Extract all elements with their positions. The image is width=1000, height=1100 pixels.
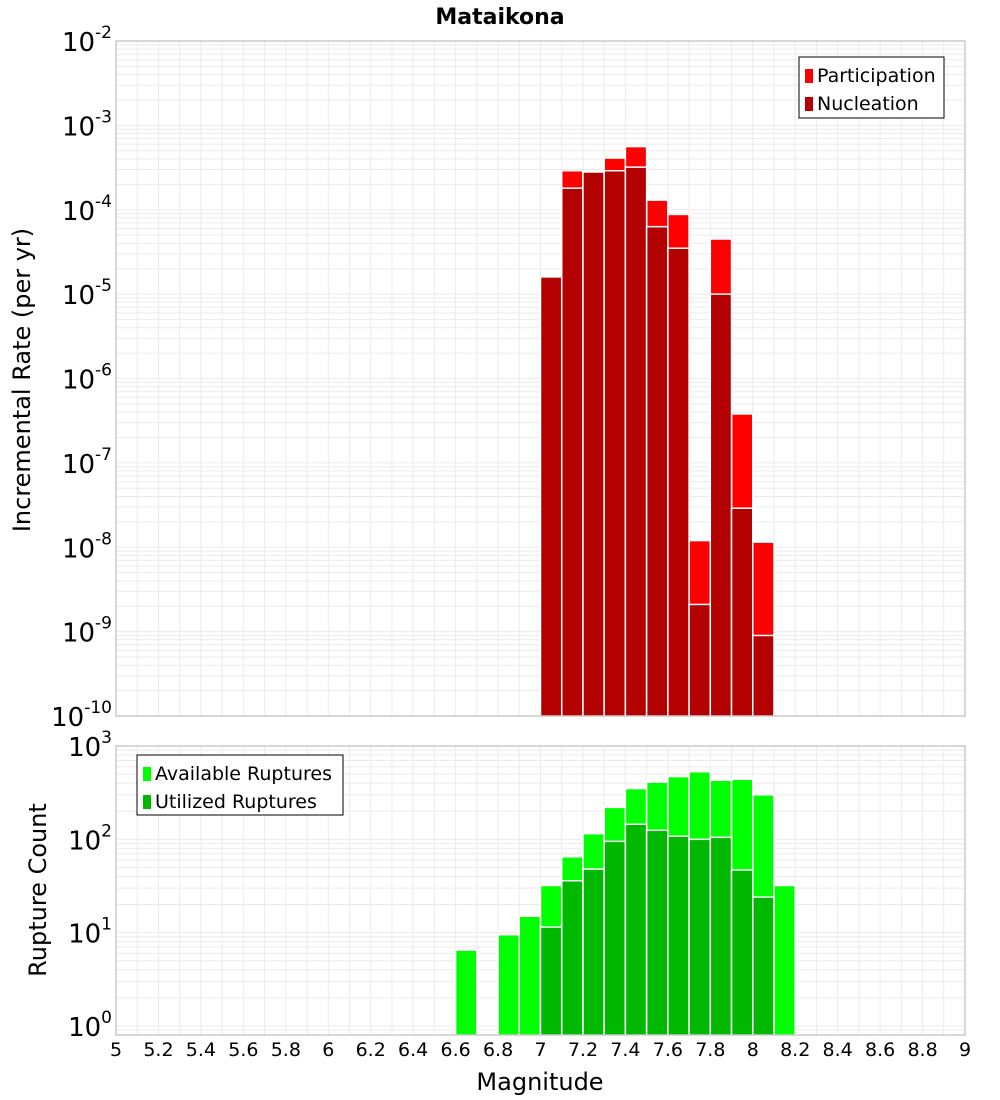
count-legend-swatch	[143, 767, 151, 781]
count-legend: Available Ruptures Utilized Ruptures	[136, 754, 344, 816]
count-x-tick-label: 9	[959, 1039, 971, 1061]
count-x-tick-label: 6.4	[398, 1039, 428, 1061]
rate-bar-nucleation	[667, 247, 690, 717]
count-frame	[115, 745, 966, 1036]
count-bar-utilized-ruptures	[582, 868, 605, 1036]
count-x-tick-label: 7	[534, 1039, 546, 1061]
rate-legend: Participation Nucleation	[798, 56, 945, 119]
rate-bar-nucleation	[688, 603, 712, 717]
count-x-tick-label: 8.2	[780, 1039, 810, 1061]
count-bar-utilized-ruptures	[624, 823, 648, 1036]
rate-y-tick-label: 10-3	[62, 107, 112, 142]
count-bar-available-ruptures	[454, 949, 478, 1036]
rate-bar-nucleation	[709, 293, 733, 717]
count-y-tick-label: 102	[68, 821, 112, 856]
count-x-tick-label: 5.2	[143, 1039, 173, 1061]
count-x-tick-label: 5.6	[228, 1039, 258, 1061]
count-legend-label: Utilized Ruptures	[155, 791, 317, 813]
rate-bar-nucleation	[582, 171, 605, 717]
rate-bar-nucleation	[645, 225, 669, 717]
count-x-tick-label: 7.2	[568, 1039, 598, 1061]
rate-bar-nucleation	[624, 166, 648, 717]
rate-y-tick-label: 10-5	[62, 276, 112, 311]
count-legend-swatch	[143, 795, 151, 809]
rate-frame	[115, 40, 966, 717]
top-y-axis-label: Incremental Rate (per yr)	[8, 228, 36, 532]
count-x-tick-label: 5.8	[271, 1039, 301, 1061]
count-x-tick-label: 8.8	[907, 1039, 937, 1061]
count-x-tick-label: 6.6	[440, 1039, 470, 1061]
count-y-tick-label: 101	[68, 915, 112, 950]
count-legend-box	[136, 754, 344, 816]
count-bar-utilized-ruptures	[667, 835, 690, 1036]
count-x-tick-label: 6.8	[483, 1039, 513, 1061]
rate-y-tick-label: 10-6	[62, 361, 112, 396]
count-bar-utilized-ruptures	[560, 879, 584, 1036]
count-bar-utilized-ruptures	[645, 829, 669, 1036]
bottom-y-axis-label: Rupture Count	[24, 803, 52, 977]
count-x-tick-label: 7.8	[695, 1039, 725, 1061]
count-legend-label: Available Ruptures	[155, 763, 332, 785]
count-x-tick-label: 7.6	[653, 1039, 683, 1061]
count-bar-utilized-ruptures	[752, 896, 775, 1036]
count-bar-available-ruptures	[773, 884, 796, 1036]
count-bar-available-ruptures	[518, 915, 542, 1036]
count-x-tick-label: 5	[110, 1039, 122, 1061]
rate-y-tick-label: 10-7	[62, 445, 112, 480]
rate-bar-nucleation	[752, 634, 775, 717]
count-x-tick-label: 6	[322, 1039, 334, 1061]
count-bar-utilized-ruptures	[688, 838, 712, 1036]
rate-y-tick-label: 10-4	[62, 192, 112, 227]
count-x-tick-label: 8	[747, 1039, 759, 1061]
count-x-tick-label: 6.2	[356, 1039, 386, 1061]
chart-title: Mataikona	[435, 5, 564, 30]
count-y-tick-label: 100	[68, 1008, 112, 1043]
count-x-tick-label: 8.6	[865, 1039, 895, 1061]
rate-bar-nucleation	[539, 276, 563, 717]
rate-plot: 10-10 10-9 10-8 10-7 10-6 10-5 10-4 10-3 10-2 Par…	[51, 23, 966, 733]
rate-bar-nucleation	[560, 187, 584, 717]
count-bar-utilized-ruptures	[603, 840, 627, 1036]
count-bar-utilized-ruptures	[709, 836, 733, 1036]
count-x-tick-label: 5.4	[186, 1039, 216, 1061]
rate-bar-nucleation	[730, 507, 754, 717]
count-y-tick-label: 103	[68, 728, 112, 763]
rate-legend-box	[798, 56, 945, 119]
rate-y-tick-label: 10-10	[51, 698, 112, 733]
rate-legend-label: Participation	[817, 65, 936, 87]
rate-y-tick-label: 10-2	[62, 23, 112, 58]
rate-legend-swatch	[805, 69, 813, 83]
count-bar-utilized-ruptures	[730, 869, 754, 1036]
rate-y-tick-label: 10-9	[62, 614, 112, 649]
rate-bar-nucleation	[603, 169, 627, 717]
count-x-tick-label: 7.4	[610, 1039, 640, 1061]
count-x-tick-label: 8.4	[823, 1039, 853, 1061]
count-bar-available-ruptures	[497, 933, 521, 1036]
rate-legend-swatch	[805, 97, 813, 111]
x-axis-label: Magnitude	[476, 1068, 603, 1096]
count-bar-utilized-ruptures	[539, 926, 563, 1036]
rate-legend-label: Nucleation	[817, 93, 919, 115]
rate-y-tick-label: 10-8	[62, 529, 112, 564]
